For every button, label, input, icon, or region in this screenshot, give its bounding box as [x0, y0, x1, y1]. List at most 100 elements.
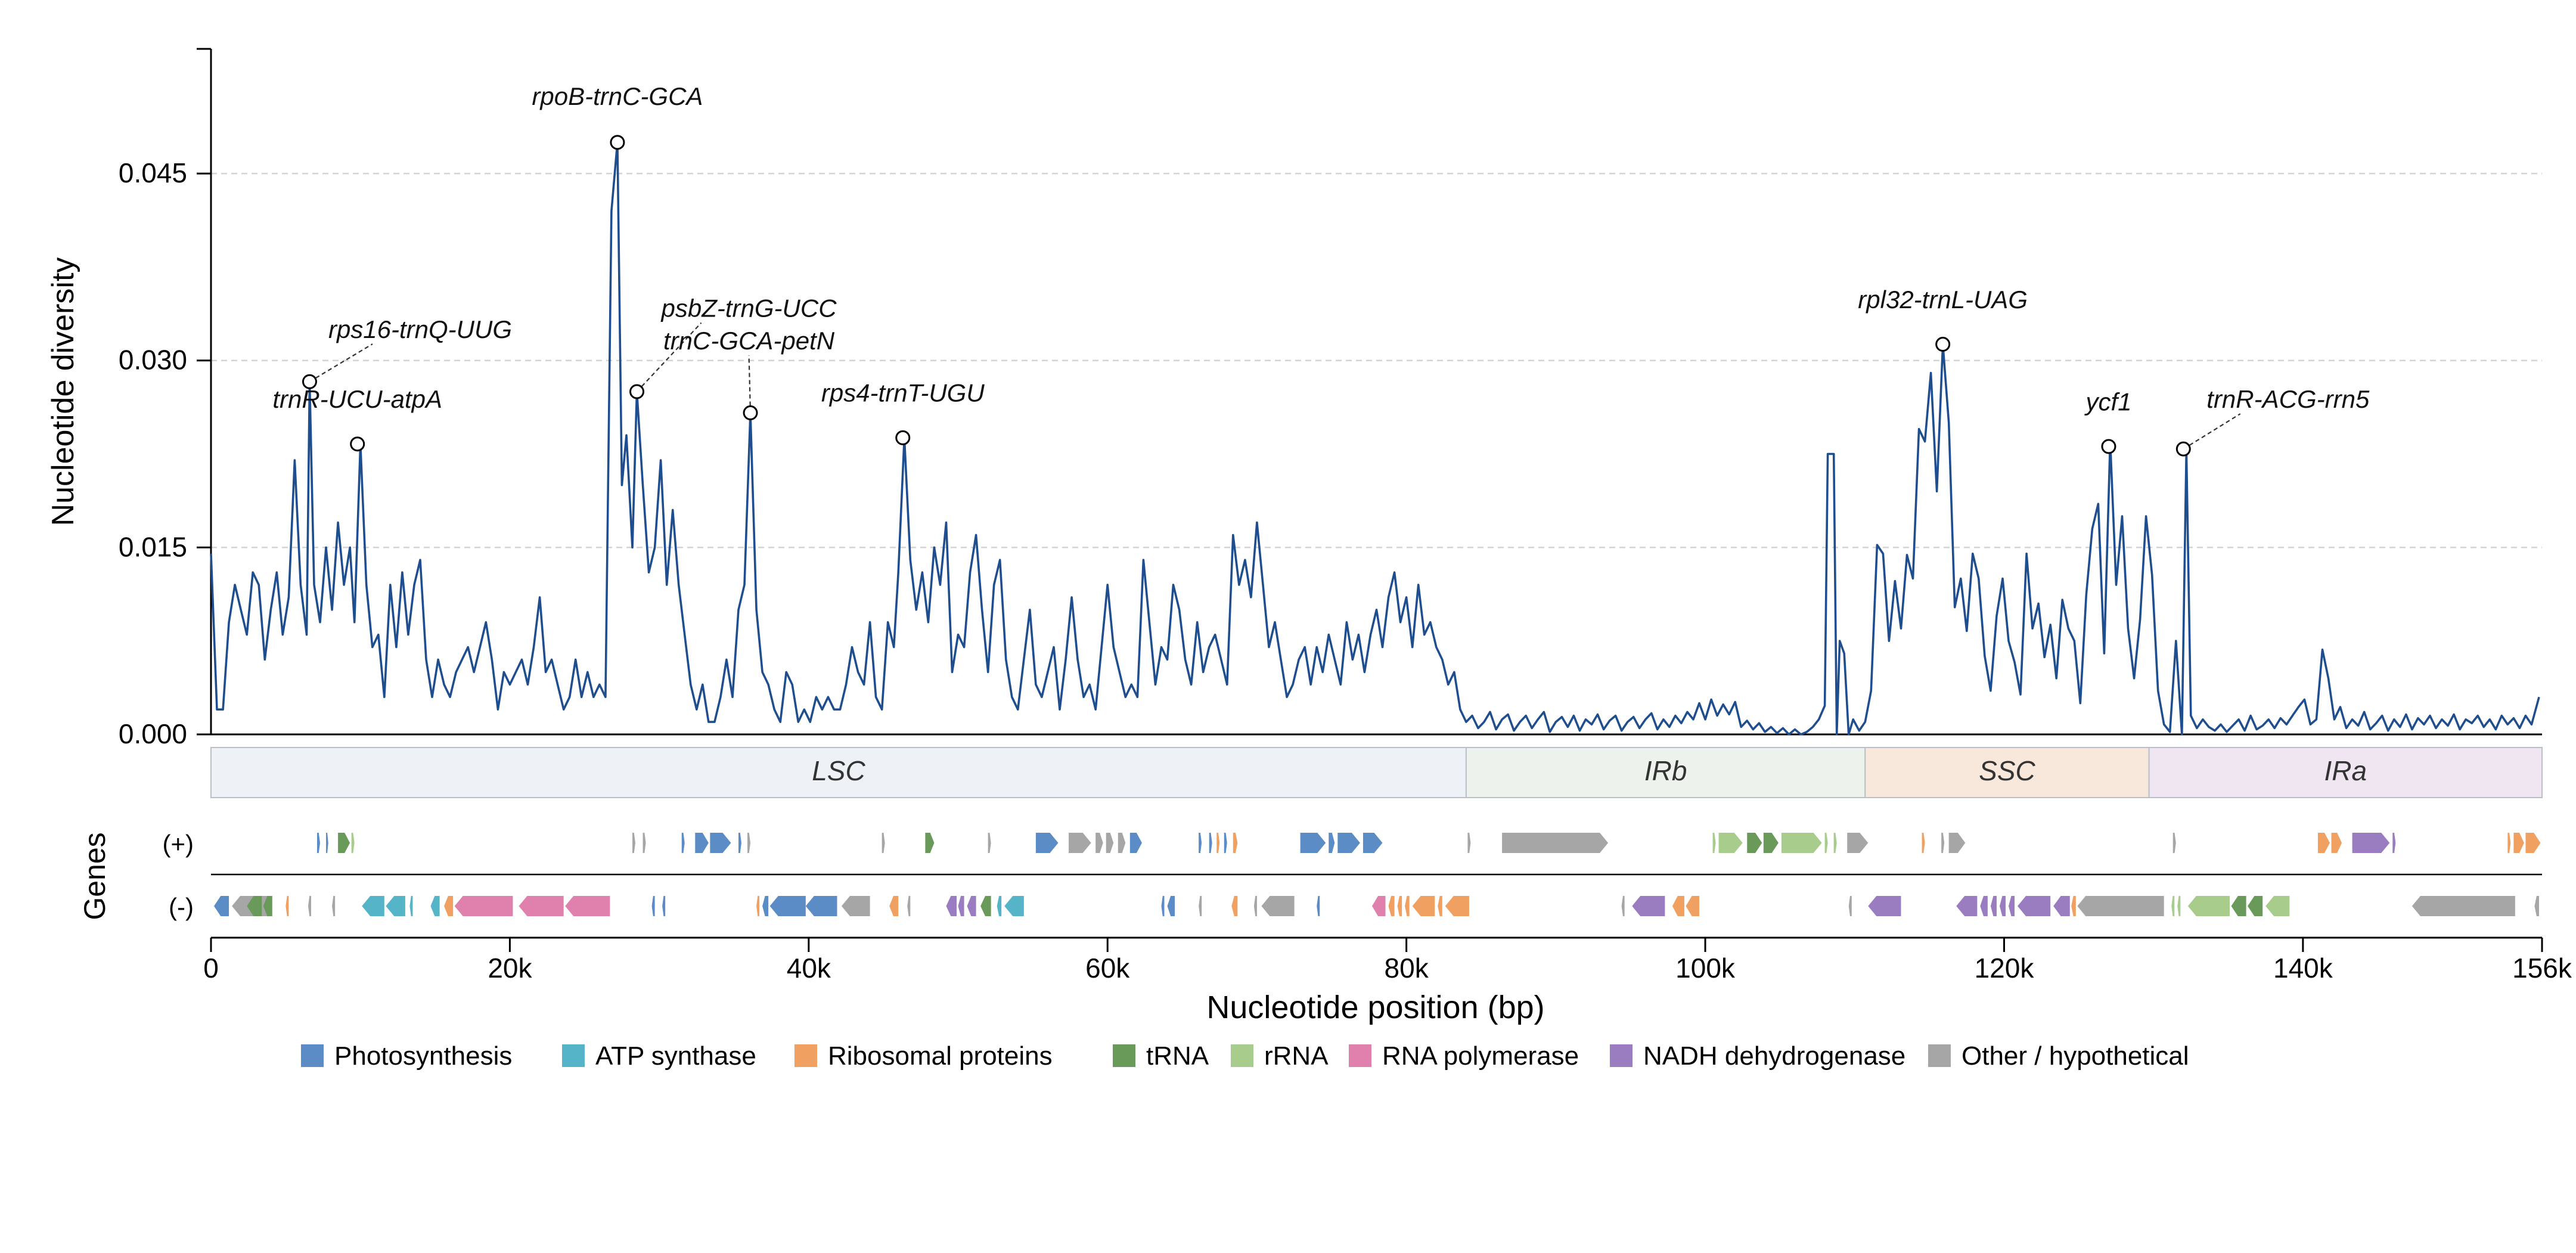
gene-ndh — [946, 896, 957, 916]
gene-rrna — [2187, 896, 2230, 916]
y-axis-label: Nucleotide diversity — [46, 258, 80, 526]
gene-other — [332, 896, 336, 916]
gene-other — [1502, 833, 1609, 853]
peak-marker — [610, 135, 625, 150]
region-label: IRa — [2324, 755, 2367, 786]
gene-photo — [1224, 833, 1227, 853]
gene-ribo — [2317, 833, 2330, 853]
gene-ndh — [1999, 896, 2006, 916]
gene-photo — [762, 896, 769, 916]
peak-marker — [743, 405, 758, 421]
gene-photo — [738, 833, 742, 853]
y-tick-label: 0.030 — [119, 345, 187, 376]
gene-photo — [214, 896, 229, 916]
x-tick-label: 120k — [1975, 953, 2035, 984]
gene-photo — [1363, 833, 1383, 853]
gene-ribo — [1233, 833, 1238, 853]
gene-ndh — [1990, 896, 1997, 916]
peak-label: trnR-ACG-rrn5 — [2206, 385, 2370, 413]
legend-label-ribo: Ribosomal proteins — [828, 1041, 1053, 1071]
gene-trna — [1763, 833, 1779, 853]
gene-ndh — [967, 896, 976, 916]
peak-marker — [895, 430, 911, 445]
gene-ribo — [1445, 896, 1469, 916]
gene-other — [2534, 896, 2539, 916]
gene-trna — [1747, 833, 1762, 853]
legend-label-atp: ATP synthase — [595, 1041, 756, 1071]
gene-ribo — [2071, 896, 2076, 916]
legend-label-photo: Photosynthesis — [334, 1041, 512, 1071]
gene-track-label: Genes — [78, 832, 111, 920]
gene-other — [907, 896, 911, 916]
region-lsc — [210, 747, 1467, 798]
x-axis-label: Nucleotide position (bp) — [1206, 990, 1544, 1025]
gene-other — [1069, 833, 1091, 853]
gene-other — [1621, 896, 1625, 916]
axes: Nucleotide diversity Genes (+) (-) Nucle… — [46, 48, 2542, 1025]
x-tick-label: 156k — [2512, 953, 2572, 984]
gene-other — [988, 833, 991, 853]
gene-other — [1095, 833, 1103, 853]
gene-ndh — [2018, 896, 2051, 916]
y-ticks: 0.000 0.015 0.030 0.045 — [119, 157, 211, 749]
gene-atp — [997, 896, 1002, 916]
gene-ndh — [2352, 833, 2390, 853]
gene-other — [308, 896, 311, 916]
gene-rrna — [2171, 896, 2175, 916]
legend: Photosynthesis ATP synthase Ribosomal prot… — [301, 1041, 2189, 1071]
gene-other — [1941, 833, 1945, 853]
strand-minus-label: (-) — [169, 893, 194, 921]
gene-photo — [1167, 896, 1175, 916]
gene-other — [2077, 896, 2164, 916]
gene-photo — [1129, 833, 1142, 853]
gene-rrna — [2177, 896, 2181, 916]
gene-ndh — [1980, 896, 1988, 916]
peak-label: rpoB-trnC-GCA — [532, 82, 703, 110]
x-ticks: 0 20k 40k 60k 80k 100k 120k 140k 156k — [203, 938, 2572, 984]
gene-rnap — [565, 896, 610, 916]
gene-ribo — [285, 896, 289, 916]
gene-photo — [1209, 833, 1212, 853]
gene-photo — [1161, 896, 1165, 916]
gene-ndh — [1632, 896, 1665, 916]
legend-label-rrna: rRNA — [1264, 1041, 1329, 1071]
gene-other — [1948, 833, 1966, 853]
region-irb — [1465, 747, 1866, 798]
gene-rrna — [1824, 833, 1828, 853]
gene-atp — [409, 896, 413, 916]
gene-other — [1848, 896, 1852, 916]
diversity-line — [210, 141, 2540, 736]
peak-marker — [2101, 439, 2116, 454]
region-ira — [2148, 747, 2543, 798]
gene-photo — [769, 896, 806, 916]
gene-ribo — [1412, 896, 1435, 916]
gene-other — [1847, 833, 1869, 853]
gene-ndh — [2053, 896, 2070, 916]
gene-ndh — [958, 896, 964, 916]
diversity-series — [210, 141, 2540, 736]
gene-photo — [805, 896, 837, 916]
region-label: LSC — [812, 755, 865, 786]
y-tick-label: 0.000 — [119, 718, 187, 749]
legend-swatch-ribo — [794, 1044, 817, 1067]
gene-ribo — [1388, 896, 1395, 916]
gene-tracks — [214, 833, 2541, 916]
peak-leader-line — [636, 322, 702, 392]
gene-rrna — [1718, 833, 1743, 853]
peak-marker — [629, 384, 645, 399]
y-tick-label: 0.015 — [119, 531, 187, 562]
gene-other — [882, 833, 885, 853]
gene-ndh — [2392, 833, 2396, 853]
gene-trna — [980, 896, 991, 916]
gene-atp — [386, 896, 405, 916]
gene-ribo — [1405, 896, 1410, 916]
gene-other — [841, 896, 870, 916]
gene-other — [747, 833, 751, 853]
gene-rrna — [2265, 896, 2290, 916]
gene-other — [1199, 896, 1202, 916]
peak-leader-line — [748, 355, 752, 413]
gene-ribo — [444, 896, 454, 916]
gene-ribo — [1216, 833, 1220, 853]
gridlines — [211, 172, 2542, 548]
